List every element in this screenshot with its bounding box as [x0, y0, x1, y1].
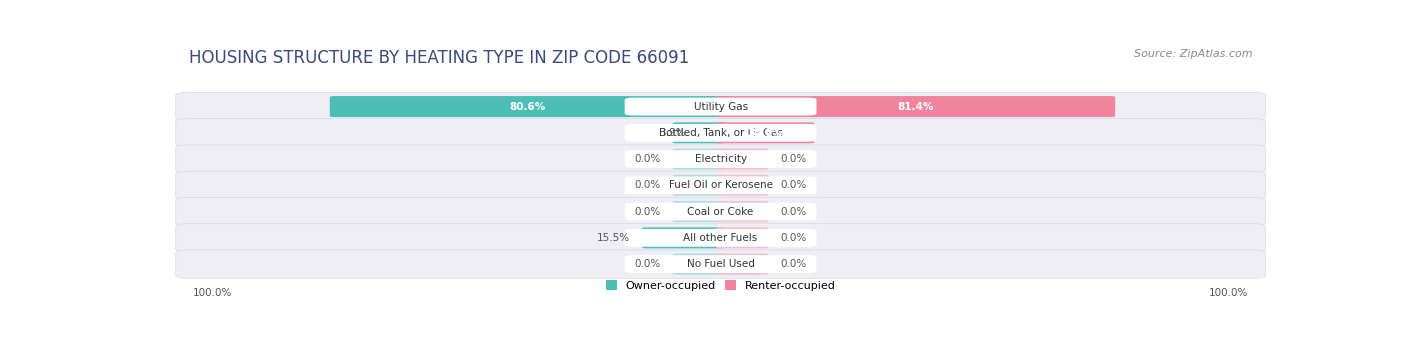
- Text: 0.0%: 0.0%: [780, 259, 807, 269]
- FancyBboxPatch shape: [672, 122, 725, 143]
- FancyBboxPatch shape: [624, 98, 817, 116]
- Text: 80.6%: 80.6%: [509, 102, 546, 112]
- Text: 0.0%: 0.0%: [780, 180, 807, 190]
- FancyBboxPatch shape: [672, 149, 725, 169]
- FancyBboxPatch shape: [716, 149, 769, 169]
- FancyBboxPatch shape: [716, 96, 1115, 117]
- FancyBboxPatch shape: [672, 254, 725, 275]
- FancyBboxPatch shape: [330, 96, 725, 117]
- Text: 0.0%: 0.0%: [634, 207, 661, 217]
- FancyBboxPatch shape: [716, 201, 769, 222]
- Text: Coal or Coke: Coal or Coke: [688, 207, 754, 217]
- Text: 0.0%: 0.0%: [634, 180, 661, 190]
- FancyBboxPatch shape: [624, 255, 817, 273]
- FancyBboxPatch shape: [672, 201, 725, 222]
- Text: Utility Gas: Utility Gas: [693, 102, 748, 112]
- FancyBboxPatch shape: [716, 175, 769, 196]
- Text: 3.9%: 3.9%: [659, 128, 686, 138]
- Text: 100.0%: 100.0%: [1209, 288, 1249, 298]
- Text: 0.0%: 0.0%: [634, 154, 661, 164]
- FancyBboxPatch shape: [176, 92, 1265, 121]
- FancyBboxPatch shape: [624, 176, 817, 194]
- FancyBboxPatch shape: [624, 150, 817, 168]
- Text: No Fuel Used: No Fuel Used: [686, 259, 755, 269]
- Text: All other Fuels: All other Fuels: [683, 233, 758, 243]
- Text: Source: ZipAtlas.com: Source: ZipAtlas.com: [1133, 49, 1253, 59]
- Text: Electricity: Electricity: [695, 154, 747, 164]
- Text: 81.4%: 81.4%: [897, 102, 934, 112]
- FancyBboxPatch shape: [716, 122, 814, 143]
- Legend: Owner-occupied, Renter-occupied: Owner-occupied, Renter-occupied: [602, 276, 839, 295]
- Text: 18.6%: 18.6%: [747, 128, 783, 138]
- Text: HOUSING STRUCTURE BY HEATING TYPE IN ZIP CODE 66091: HOUSING STRUCTURE BY HEATING TYPE IN ZIP…: [188, 49, 689, 67]
- FancyBboxPatch shape: [716, 254, 769, 275]
- FancyBboxPatch shape: [176, 197, 1265, 226]
- FancyBboxPatch shape: [176, 145, 1265, 173]
- Text: 0.0%: 0.0%: [780, 207, 807, 217]
- FancyBboxPatch shape: [624, 203, 817, 221]
- FancyBboxPatch shape: [624, 229, 817, 247]
- FancyBboxPatch shape: [716, 227, 769, 248]
- FancyBboxPatch shape: [176, 224, 1265, 252]
- Text: Fuel Oil or Kerosene: Fuel Oil or Kerosene: [669, 180, 772, 190]
- Text: 0.0%: 0.0%: [780, 233, 807, 243]
- FancyBboxPatch shape: [643, 227, 725, 248]
- FancyBboxPatch shape: [176, 171, 1265, 199]
- FancyBboxPatch shape: [176, 119, 1265, 147]
- Text: 100.0%: 100.0%: [193, 288, 232, 298]
- Text: 0.0%: 0.0%: [780, 154, 807, 164]
- Text: 15.5%: 15.5%: [596, 233, 630, 243]
- Text: 0.0%: 0.0%: [634, 259, 661, 269]
- FancyBboxPatch shape: [672, 175, 725, 196]
- FancyBboxPatch shape: [176, 250, 1265, 278]
- FancyBboxPatch shape: [624, 124, 817, 142]
- Text: Bottled, Tank, or LP Gas: Bottled, Tank, or LP Gas: [658, 128, 783, 138]
